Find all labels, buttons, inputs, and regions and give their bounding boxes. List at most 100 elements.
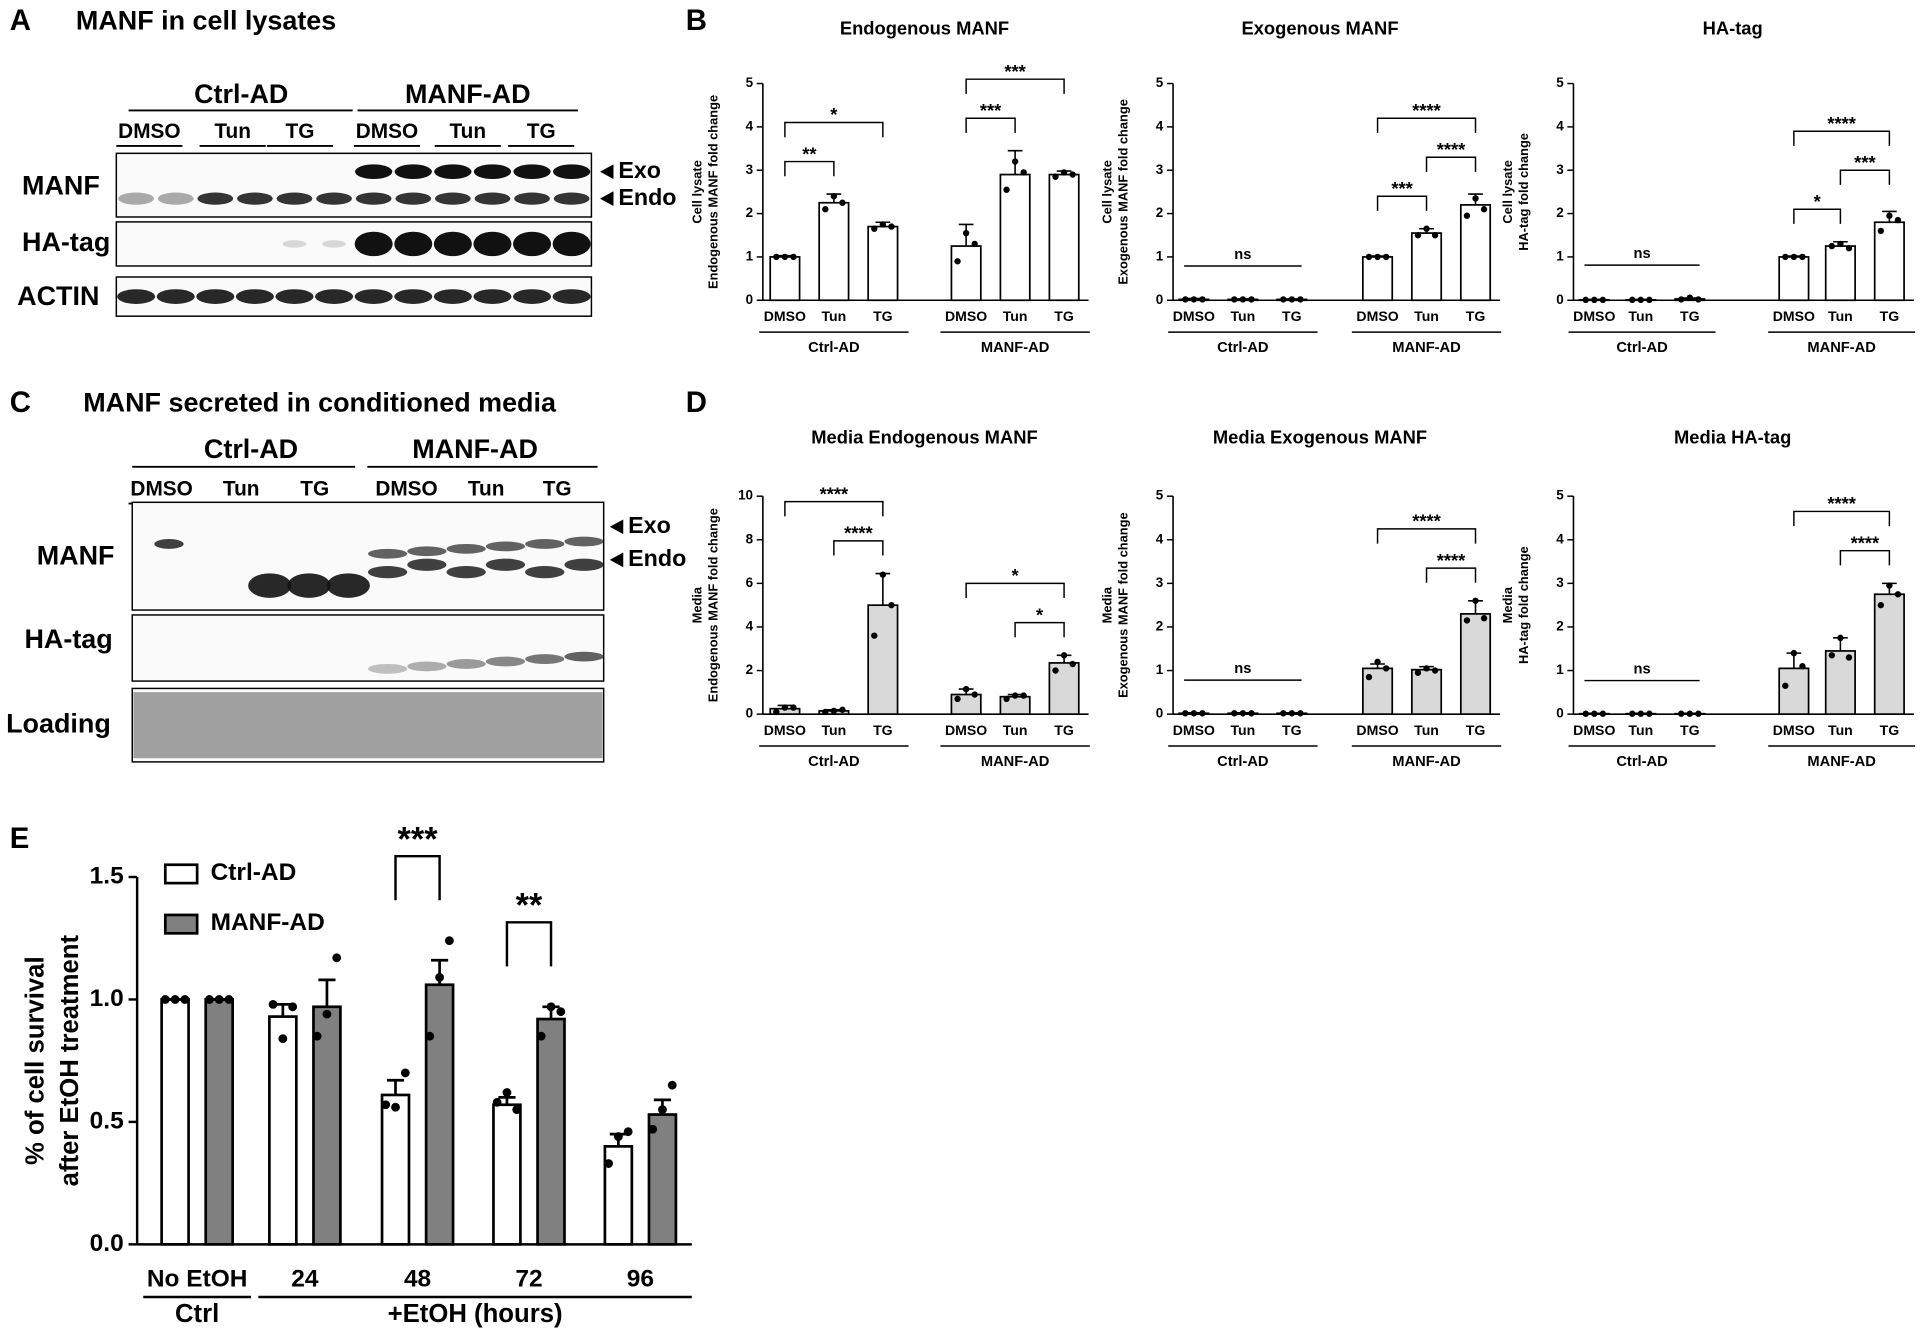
data-point (1020, 169, 1027, 176)
band-arrow (609, 519, 624, 535)
group-label: Ctrl-AD (1217, 340, 1268, 356)
band (326, 573, 370, 598)
blot-title: MANF in cell lysates (76, 5, 336, 35)
data-point (1069, 660, 1076, 668)
data-point (1828, 652, 1836, 659)
data-point (502, 1088, 512, 1097)
significance-bracket (1793, 510, 1891, 527)
data-point (790, 704, 797, 711)
x-tick-label: DMSO (1173, 722, 1215, 738)
x-tick-label: TG (1466, 308, 1486, 324)
group-label: MANF-AD (405, 79, 531, 109)
legend-label: MANF-AD (211, 909, 325, 936)
bar (1410, 232, 1443, 302)
significance-label: **** (1412, 511, 1441, 532)
chart-title: Exogenous MANF (1241, 17, 1398, 38)
band (394, 231, 433, 257)
data-point (400, 1068, 410, 1078)
y-tick-label: 2 (1156, 619, 1163, 634)
significance-bracket (965, 117, 1016, 133)
data-point (1480, 615, 1488, 622)
group-label: MANF-AD (1807, 340, 1876, 356)
y-axis-label: Exogenous MANF fold change (1115, 99, 1130, 285)
band (197, 192, 234, 205)
data-point (1003, 695, 1010, 703)
significance-label: * (1814, 191, 1822, 212)
data-point (1239, 710, 1247, 717)
y-tick-label: 4 (1556, 118, 1564, 133)
x-tick-label: TG (1054, 722, 1074, 738)
x-tick-label: DMSO (764, 308, 806, 324)
legend-swatch (163, 913, 199, 935)
data-point (879, 221, 887, 228)
data-point (1837, 634, 1844, 642)
y-tick-label: 1 (1556, 662, 1564, 677)
x-tick-label: TG (873, 308, 893, 324)
data-point (822, 708, 829, 716)
lane-label: TG (300, 478, 329, 501)
data-point (1837, 240, 1844, 248)
significance-bracket (784, 121, 884, 138)
data-point (781, 704, 789, 711)
data-point (1582, 296, 1589, 304)
data-point (1020, 692, 1027, 699)
data-point (667, 1080, 677, 1090)
significance-bracket (833, 540, 884, 556)
data-point (1686, 710, 1693, 717)
data-point (830, 707, 838, 715)
band (473, 164, 512, 180)
y-tick-label: 5 (1156, 75, 1164, 90)
significance-label: *** (980, 100, 1002, 121)
significance-bracket (965, 582, 1065, 599)
band (248, 573, 292, 598)
data-point (1637, 710, 1644, 717)
data-point (658, 1105, 667, 1115)
band-arrow (600, 191, 614, 206)
significance-label: ns (1234, 247, 1251, 263)
lane-label: DMSO (356, 120, 418, 143)
significance-bracket (1839, 169, 1891, 185)
bar (492, 1103, 522, 1246)
y-axis-label: Cell lysate (1100, 160, 1115, 224)
x-tick-label: Tun (1230, 308, 1255, 324)
band (513, 231, 552, 257)
significance-label: ** (516, 887, 543, 925)
data-point (1790, 253, 1798, 261)
group-label: +EtOH (hours) (388, 1300, 563, 1328)
lane-label: Tun (214, 120, 251, 143)
blot-row-label: HA-tag (24, 624, 112, 654)
band (354, 231, 393, 257)
data-point (1382, 253, 1390, 261)
x-tick-label: 72 (515, 1265, 542, 1292)
band (355, 164, 393, 180)
group-label: MANF-AD (981, 340, 1050, 356)
panel-letter: C (10, 386, 31, 419)
x-tick-label: TG (1680, 722, 1700, 738)
band (485, 541, 526, 552)
chart-title: Media Exogenous MANF (1213, 426, 1427, 447)
loading-smear (133, 692, 603, 759)
data-point (954, 258, 961, 265)
band (564, 651, 604, 662)
data-point (492, 1097, 502, 1107)
y-tick-label: 0.0 (90, 1230, 124, 1257)
y-tick-label: 0 (1156, 706, 1163, 721)
data-point (1069, 171, 1076, 178)
y-axis-label: Media (1100, 586, 1115, 623)
x-tick-label: DMSO (1356, 722, 1398, 738)
significance-label: ns (1234, 661, 1251, 677)
band (474, 192, 511, 205)
data-point (604, 1159, 613, 1168)
panel-letter: A (10, 4, 31, 37)
band (434, 164, 472, 180)
blot-panel (131, 501, 605, 611)
significance-label: **** (820, 483, 849, 504)
band (446, 565, 486, 579)
x-tick-label: DMSO (1356, 308, 1398, 324)
y-tick-label: 1 (1156, 248, 1164, 263)
group-label: MANF-AD (412, 434, 538, 464)
bar (1410, 668, 1443, 715)
x-tick-label: Tun (1628, 308, 1653, 324)
data-point (391, 1102, 400, 1112)
